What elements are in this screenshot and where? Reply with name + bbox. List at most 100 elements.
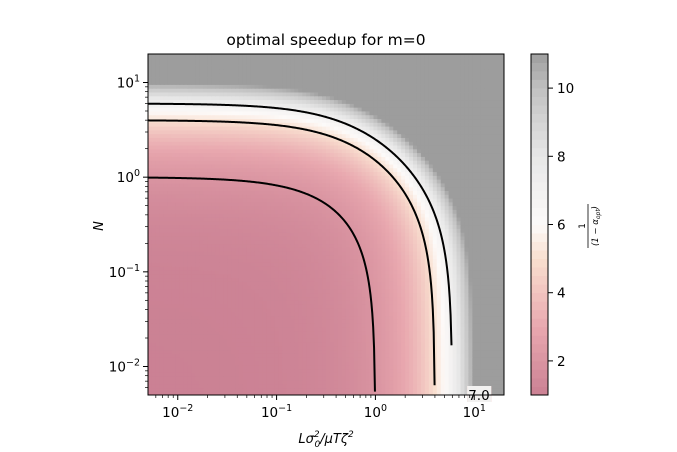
heatmap-cell (238, 228, 244, 233)
heatmap-cell (187, 262, 193, 267)
heatmap-cell (472, 311, 477, 317)
heatmap-cell (207, 288, 212, 294)
heatmap-cell (294, 213, 299, 218)
heatmap-cell (223, 319, 228, 324)
heatmap-cell (337, 349, 343, 354)
heatmap-cell (187, 391, 193, 395)
heatmap-cell (329, 292, 335, 298)
heatmap-cell (401, 235, 406, 241)
heatmap-cell (345, 357, 351, 362)
heatmap-cell (472, 345, 477, 351)
heatmap-cell (472, 209, 477, 214)
heatmap-cell (345, 391, 351, 395)
heatmap-cell (238, 341, 244, 347)
heatmap-cell (302, 205, 307, 210)
heatmap-cell (175, 224, 181, 229)
heatmap-cell (337, 292, 343, 298)
heatmap-cell (361, 364, 367, 370)
heatmap-cell (357, 292, 363, 298)
heatmap-cell (191, 315, 197, 320)
heatmap-cell (397, 277, 402, 282)
heatmap-cell (401, 201, 406, 207)
heatmap-cell (258, 323, 264, 328)
heatmap-cell (238, 330, 244, 335)
heatmap-cell (219, 197, 224, 203)
heatmap-cell (464, 228, 469, 233)
heatmap-cell (345, 338, 351, 343)
heatmap-cell (456, 341, 462, 347)
heatmap-cell (329, 251, 335, 256)
heatmap-cell (148, 349, 153, 354)
heatmap-cell (155, 353, 161, 358)
heatmap-cell (211, 330, 216, 335)
heatmap-cell (420, 307, 426, 313)
heatmap-cell (397, 201, 402, 207)
heatmap-cell (278, 228, 284, 233)
heatmap-cell (452, 364, 458, 370)
heatmap-cell (476, 292, 481, 298)
heatmap-cell (286, 243, 291, 248)
heatmap-cell (183, 216, 189, 222)
heatmap-cell (203, 205, 208, 210)
heatmap-cell (448, 387, 454, 392)
heatmap-cell (187, 376, 193, 381)
heatmap-cell (159, 209, 165, 214)
heatmap-cell (413, 345, 418, 351)
heatmap-cell (207, 391, 212, 395)
heatmap-cell (456, 243, 462, 248)
heatmap-cell (452, 334, 458, 339)
heatmap-cell (187, 383, 193, 389)
heatmap-cell (428, 323, 434, 328)
heatmap-cell (207, 357, 212, 362)
heatmap-cell (250, 334, 256, 339)
heatmap-cell (500, 296, 504, 301)
heatmap-cell (314, 247, 319, 252)
heatmap-cell (492, 379, 497, 385)
heatmap-cell (167, 341, 173, 347)
heatmap-cell (306, 353, 311, 358)
heatmap-cell (167, 345, 173, 351)
heatmap-cell (235, 247, 240, 252)
heatmap-cell (215, 292, 220, 298)
heatmap-cell (163, 379, 169, 385)
heatmap-cell (373, 254, 379, 260)
heatmap-cell (329, 232, 335, 237)
heatmap-cell (223, 300, 228, 305)
heatmap-cell (345, 364, 351, 370)
heatmap-cell (444, 194, 450, 199)
heatmap-cell (163, 235, 169, 241)
heatmap-cell (444, 364, 450, 370)
heatmap-cell (187, 190, 193, 195)
heatmap-cell (215, 262, 220, 267)
heatmap-cell (361, 296, 367, 301)
heatmap-cell (424, 224, 430, 229)
heatmap-cell (357, 266, 363, 271)
heatmap-cell (238, 224, 244, 229)
heatmap-cell (322, 368, 327, 373)
heatmap-cell (341, 353, 347, 358)
heatmap-cell (215, 232, 220, 237)
heatmap-cell (163, 266, 169, 271)
heatmap-cell (436, 353, 442, 358)
heatmap-cell (183, 239, 189, 245)
heatmap-cell (171, 296, 177, 301)
heatmap-cell (231, 216, 236, 222)
heatmap-cell (155, 288, 161, 294)
heatmap-cell (456, 190, 462, 195)
heatmap-cell (270, 307, 276, 313)
heatmap-cell (365, 213, 371, 218)
heatmap-cell (322, 383, 327, 389)
heatmap-cell (484, 251, 489, 256)
heatmap-cell (195, 304, 201, 309)
heatmap-cell (242, 224, 248, 229)
heatmap-cell (254, 220, 260, 226)
heatmap-cell (171, 345, 177, 351)
heatmap-cell (246, 379, 252, 385)
heatmap-cell (219, 243, 224, 248)
heatmap-cell (290, 338, 295, 343)
heatmap-cell (191, 269, 197, 275)
heatmap-cell (377, 216, 382, 222)
heatmap-cell (377, 364, 382, 370)
heatmap-cell (148, 266, 153, 271)
heatmap-cell (326, 258, 331, 263)
